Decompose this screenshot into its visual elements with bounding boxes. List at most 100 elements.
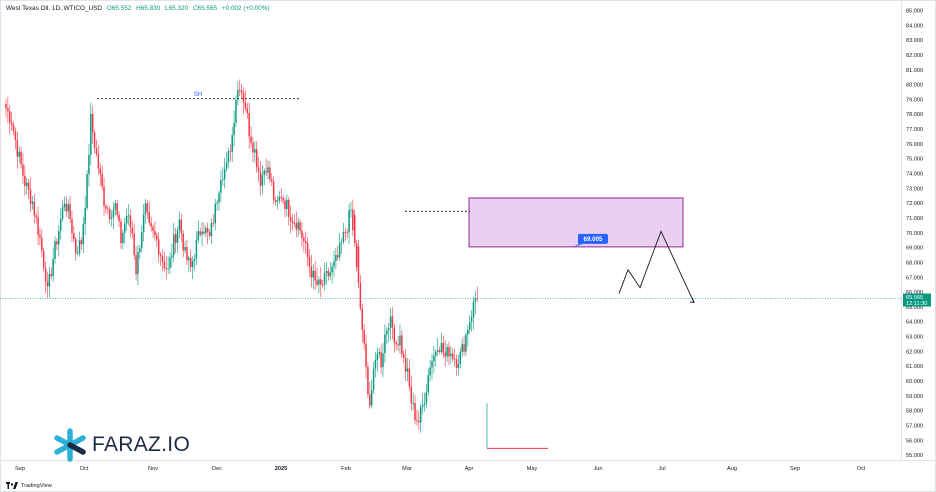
candle-body [231, 135, 233, 152]
candle-body [84, 208, 86, 224]
candle-body [412, 403, 414, 404]
candle-body [42, 250, 45, 268]
price-tick-label: 74.000 [906, 172, 923, 178]
candle-body [9, 111, 11, 123]
price-tick-label: 68.000 [906, 260, 923, 266]
price-tick-label: 82.000 [906, 53, 923, 59]
candle-body [323, 273, 326, 285]
candle-body [431, 361, 433, 368]
time-tick-label: 2025 [275, 466, 287, 472]
candle-body [365, 343, 367, 368]
time-axis[interactable]: Sep Oct Nov Dec 2025 Feb Mar Apr May Jun Jul Aug Sep… [15, 466, 866, 472]
candle-body [63, 203, 66, 208]
projection-path[interactable] [618, 230, 695, 303]
price-tick-label: 67.000 [906, 275, 923, 281]
supply-zone-rectangle[interactable] [468, 197, 684, 248]
candle-body [108, 208, 111, 219]
candle-body [342, 231, 345, 242]
candle-body [107, 208, 109, 210]
candle-body [201, 231, 203, 235]
candle-body [212, 222, 215, 224]
candle-body [80, 240, 83, 245]
time-tick-label: Oct [857, 466, 866, 472]
candle-body [293, 223, 296, 224]
swing-high-label: SH [194, 92, 202, 98]
candle-body [148, 211, 151, 223]
candle-body [67, 204, 69, 212]
candle-body [325, 270, 328, 274]
price-tick-label: 80.000 [906, 83, 923, 89]
candle-body [205, 227, 207, 234]
time-tick-label: Jun [593, 466, 602, 472]
candle-body [316, 280, 318, 285]
candle-body [421, 405, 424, 408]
candle-body [259, 171, 262, 186]
candle-body [423, 403, 426, 406]
candle-body [41, 237, 43, 251]
candle-body [286, 199, 288, 210]
candle-body [139, 248, 141, 253]
candle-body [297, 222, 299, 230]
price-axis[interactable]: 55.000 56.000 57.000 58.000 59.000 60.000 61.0… [906, 9, 923, 460]
candle-body [344, 231, 347, 233]
candle-body [386, 330, 388, 335]
symbol-title: West Texas Oil, 1D, WTICO_USD [6, 5, 102, 12]
candle-body [118, 215, 120, 222]
candle-body [461, 344, 463, 353]
ohlc-close: C65.565 [192, 5, 218, 12]
candle-body [52, 258, 54, 277]
price-tick-label: 59.000 [906, 394, 923, 400]
time-tick-label: Sep [790, 466, 800, 472]
candle-body [25, 182, 28, 186]
time-tick-label: Jul [658, 466, 665, 472]
candle-body [195, 239, 198, 259]
candle-body [61, 207, 64, 220]
candle-body [372, 368, 375, 391]
candle-body [289, 216, 292, 222]
bar-countdown: 12:11:30 [906, 301, 927, 307]
tradingview-wordmark: TradingView [21, 482, 52, 489]
candle-body [189, 257, 192, 267]
candle-body [476, 298, 478, 299]
candle-body [114, 203, 117, 210]
candle-body [218, 192, 220, 203]
candle-body [206, 227, 209, 232]
candle-body [338, 243, 341, 258]
candle-body [54, 241, 56, 259]
candle-body [174, 234, 177, 243]
price-tick-label: 84.000 [906, 23, 923, 29]
price-tick-label: 60.000 [906, 379, 923, 385]
candle-body [263, 170, 265, 175]
candle-body [16, 139, 19, 157]
candle-body [359, 283, 362, 309]
candle-body [348, 210, 350, 233]
candle-body [363, 330, 365, 344]
candle-body [254, 149, 256, 153]
candle-body [321, 284, 324, 286]
projection-arrowhead [689, 298, 695, 303]
candle-body [124, 223, 126, 233]
candle-body [301, 230, 303, 238]
candle-body [208, 231, 211, 237]
candle-body [171, 255, 173, 258]
candle-body [48, 274, 51, 287]
candle-body [248, 113, 250, 137]
candle-body [167, 268, 169, 270]
candle-body [257, 167, 260, 172]
candle-body [59, 219, 62, 232]
candle-body [246, 108, 249, 114]
candle-body [299, 222, 301, 231]
ohlc-low: L65.320 [165, 5, 189, 12]
candle-body [467, 329, 469, 335]
target-price-tag[interactable]: 69.005 [574, 233, 608, 247]
price-tick-label: 62.000 [906, 349, 923, 355]
candle-body [255, 149, 258, 168]
tradingview-branding: TradingView [6, 482, 52, 489]
candle-body [414, 403, 416, 421]
candle-body [33, 201, 36, 216]
candle-body [90, 113, 92, 155]
candle-body [269, 167, 271, 180]
candle-body [112, 209, 115, 218]
candle-body [140, 232, 143, 249]
